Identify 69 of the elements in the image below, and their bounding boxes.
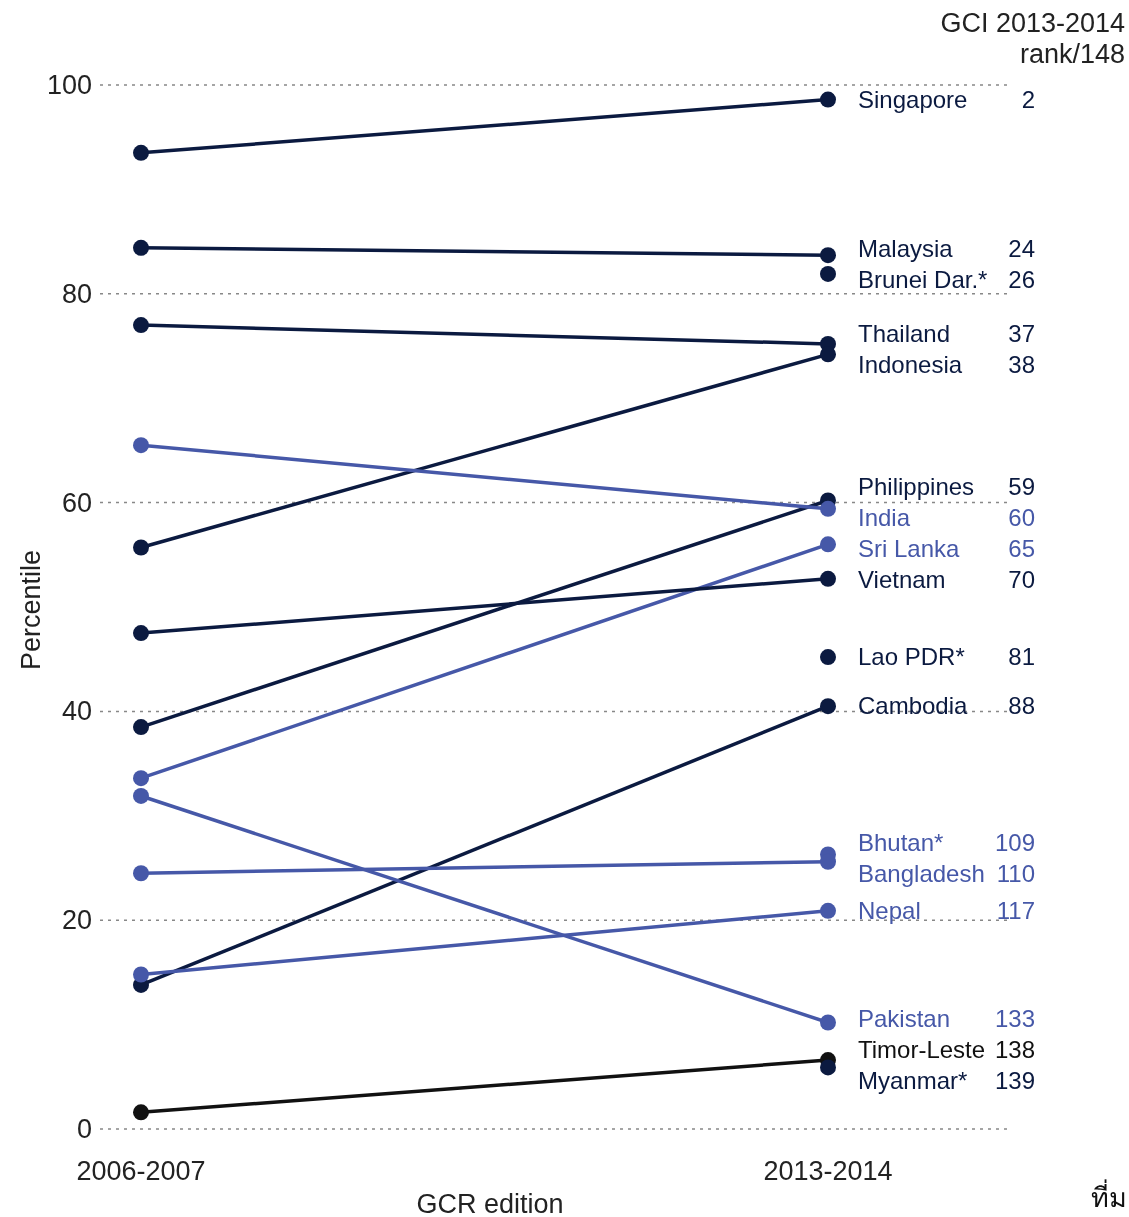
text: 24: [1008, 235, 1035, 263]
point: [133, 966, 149, 983]
series-label: Nepal: [858, 896, 921, 924]
text: 60: [1008, 503, 1035, 531]
series-label: Timor-Leste: [858, 1036, 986, 1063]
point: [133, 787, 149, 804]
series-label: Cambodia: [858, 692, 969, 720]
y-axis-title: Percentile: [16, 549, 46, 671]
point: [820, 570, 836, 587]
point: [820, 500, 836, 517]
point: [133, 317, 149, 334]
text: 65: [1008, 534, 1035, 562]
point: [133, 719, 149, 736]
point: [133, 539, 149, 556]
text: 38: [1008, 350, 1035, 378]
series-label: Vietnam: [858, 565, 946, 593]
point: [820, 902, 836, 919]
text: 88: [1008, 692, 1035, 720]
point: [820, 91, 836, 108]
text: 81: [1008, 643, 1035, 671]
text: 59: [1008, 472, 1035, 500]
annotation: 109: [994, 828, 1035, 856]
text: 37: [1008, 319, 1035, 347]
series-label: Indonesia: [858, 350, 963, 378]
series-label: Malaysia: [858, 235, 954, 263]
series-label: Bangladesh: [858, 859, 985, 887]
annotation: 117: [996, 896, 1035, 924]
series-label: Brunei Dar.*: [858, 266, 988, 294]
y-tick-label: 0: [76, 1114, 92, 1144]
y-tick-label: 40: [61, 696, 92, 727]
point: [820, 265, 836, 282]
series-label: Pakistan: [858, 1005, 951, 1032]
annotation: 110: [996, 859, 1035, 887]
text: ที่ม: [1091, 1179, 1127, 1213]
text: 2: [1021, 85, 1035, 113]
legend-title: GCI 2013-2014 rank/148: [939, 8, 1125, 70]
annotation: 138: [994, 1036, 1035, 1063]
point: [820, 247, 836, 264]
text: 70: [1008, 565, 1035, 593]
text: 26: [1008, 266, 1035, 294]
y-tick-label: 80: [61, 278, 92, 309]
point: [820, 536, 836, 553]
x-tick-label: 2006-2007: [76, 1156, 206, 1186]
y-tick-label: 60: [61, 487, 92, 518]
series-label: Sri Lanka: [858, 534, 961, 562]
point: [133, 625, 149, 642]
point: [820, 649, 836, 666]
series-label: Thailand: [858, 319, 951, 347]
annotation: 139: [994, 1067, 1035, 1094]
series-label: Bhutan*: [858, 828, 944, 856]
point: [133, 1104, 149, 1121]
point: [133, 239, 149, 256]
point: [820, 1014, 836, 1031]
point: [133, 770, 149, 787]
series-label: Lao PDR*: [858, 643, 965, 671]
annotation: 133: [994, 1005, 1035, 1032]
series-label: India: [858, 503, 911, 531]
series-label: Myanmar*: [858, 1067, 968, 1094]
point: [133, 865, 149, 882]
x-tick-label: 2013-2014: [763, 1156, 893, 1186]
point: [133, 437, 149, 454]
series-label: Philippines: [858, 472, 975, 500]
x-axis-title: GCR edition: [416, 1189, 564, 1217]
point: [133, 144, 149, 161]
point: [820, 1059, 836, 1076]
y-tick-label: 100: [46, 70, 92, 100]
y-tick-label: 20: [61, 905, 92, 936]
series-label: Singapore: [858, 85, 968, 113]
point: [820, 698, 836, 715]
